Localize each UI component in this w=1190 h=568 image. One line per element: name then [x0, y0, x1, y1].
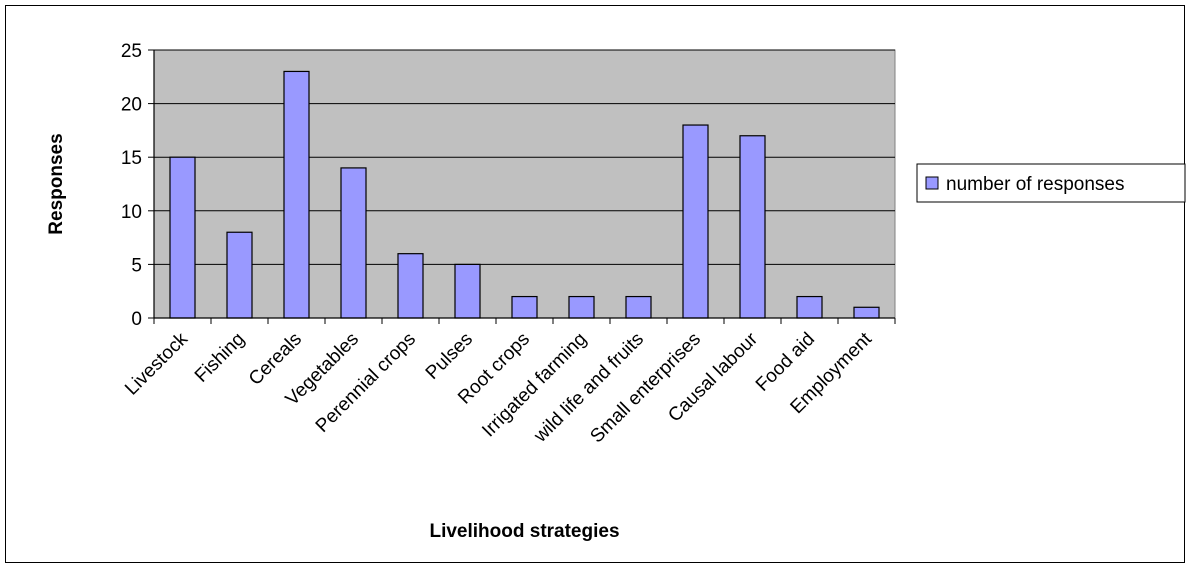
plot-area — [153, 49, 896, 319]
bar — [682, 124, 709, 319]
legend-box — [916, 163, 1186, 203]
bar — [625, 295, 652, 319]
bar — [796, 295, 823, 319]
bar — [739, 135, 766, 319]
bar — [283, 70, 310, 319]
y-tick-label: 20 — [121, 95, 142, 116]
bar — [397, 253, 424, 319]
y-tick-label: 15 — [121, 148, 142, 169]
x-axis-label: Livelihood strategies — [429, 521, 619, 542]
x-tick-labels: LivestockFishingCerealsVegetablesPerenni… — [121, 328, 876, 447]
bar — [853, 306, 880, 319]
legend-swatch — [925, 176, 939, 190]
legend: number of responses — [916, 163, 1186, 203]
x-tick-label: Livestock — [121, 328, 192, 399]
bar — [511, 295, 538, 319]
legend-label: number of responses — [946, 174, 1125, 195]
y-tick-label: 10 — [121, 202, 142, 223]
y-tick-label: 0 — [131, 309, 142, 330]
bar — [340, 167, 367, 319]
gridlines — [154, 49, 895, 265]
y-tick-label: 25 — [121, 41, 142, 62]
bars — [169, 70, 880, 319]
x-tick-label: Pulses — [422, 329, 477, 384]
bar — [568, 295, 595, 319]
x-tick-label: Irrigated farming — [478, 329, 591, 442]
x-tick-label: Fishing — [191, 329, 249, 387]
y-tick-labels: 0 5 10 15 20 25 — [121, 41, 142, 330]
x-tick-label: Perennial crops — [312, 329, 420, 437]
bar — [169, 156, 196, 319]
y-axis-label: Responses — [46, 133, 67, 234]
y-tick-label: 5 — [131, 255, 142, 276]
bar — [226, 231, 253, 319]
bar — [454, 263, 481, 319]
axes — [148, 49, 896, 324]
